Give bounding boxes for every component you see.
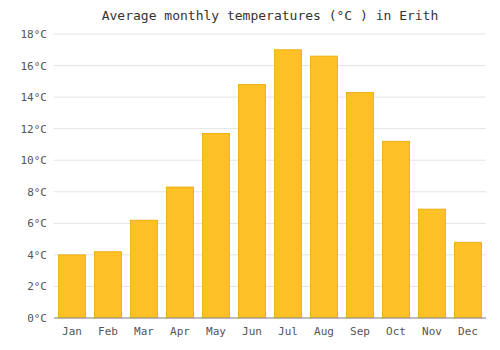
bar: Apr: 8.3 xyxy=(167,187,194,318)
y-tick-label: 10°C xyxy=(21,154,48,167)
x-tick-label: Oct xyxy=(386,325,406,338)
x-tick-label: Dec xyxy=(458,325,478,338)
x-tick-label: Jan xyxy=(62,325,82,338)
y-tick-label: 12°C xyxy=(21,123,48,136)
y-tick-label: 18°C xyxy=(21,28,48,41)
bar: Jan: 4 xyxy=(59,255,86,318)
bar: Sep: 14.3 xyxy=(347,92,374,318)
y-tick-label: 0°C xyxy=(27,312,47,325)
bar: Aug: 16.6 xyxy=(311,56,338,318)
grid-line xyxy=(54,65,486,66)
bar: May: 11.7 xyxy=(203,133,230,318)
bars: Jan: 4 Feb: 4.2 Mar: 6.2 Apr: 8.3 May: 11.7 J… xyxy=(59,50,482,318)
bar: Nov: 6.9 xyxy=(419,209,446,318)
y-tick-label: 4°C xyxy=(27,249,47,262)
x-tick-label: Aug xyxy=(314,325,334,338)
bar: Jun: 14.8 xyxy=(239,84,266,318)
grid-line xyxy=(54,318,486,319)
y-tick-label: 16°C xyxy=(21,60,48,73)
x-tick-label: Jun xyxy=(242,325,262,338)
y-tick-label: 8°C xyxy=(27,186,47,199)
y-tick-label: 6°C xyxy=(27,217,47,230)
x-tick-label: May xyxy=(206,325,226,338)
bar: Mar: 6.2 xyxy=(131,220,158,318)
y-tick-label: 2°C xyxy=(27,280,47,293)
x-axis-line xyxy=(54,318,486,319)
title: Average monthly temperatures (°C ) in Er… xyxy=(102,8,439,23)
x-tick-label: Jul xyxy=(278,325,298,338)
grid-line xyxy=(54,160,486,161)
grid-line xyxy=(54,128,486,129)
x-tick-labels: Jan Feb Mar Apr May Jun Jul Aug Sep Oct Nov Dec xyxy=(62,325,478,338)
bar: Jul: 17 xyxy=(275,50,302,318)
x-tick-label: Mar xyxy=(134,325,154,338)
bar: Dec: 4.8 xyxy=(455,242,482,318)
bar: Feb: 4.2 xyxy=(95,252,122,318)
grid-line xyxy=(54,97,486,98)
x-tick-label: Feb xyxy=(98,325,118,338)
grid-line xyxy=(54,191,486,192)
grid-line xyxy=(54,34,486,35)
bar: Oct: 11.2 xyxy=(383,141,410,318)
y-tick-labels: 0°C 2°C 4°C 6°C 8°C 10°C 12°C 14°C 16°C 18°C xyxy=(21,28,48,325)
chart: Average monthly temperatures (°C ) in Er… xyxy=(0,0,500,350)
x-tick-label: Nov xyxy=(422,325,442,338)
y-tick-label: 14°C xyxy=(21,91,48,104)
x-tick-label: Apr xyxy=(170,325,190,338)
grid xyxy=(54,34,486,318)
x-tick-label: Sep xyxy=(350,325,370,338)
